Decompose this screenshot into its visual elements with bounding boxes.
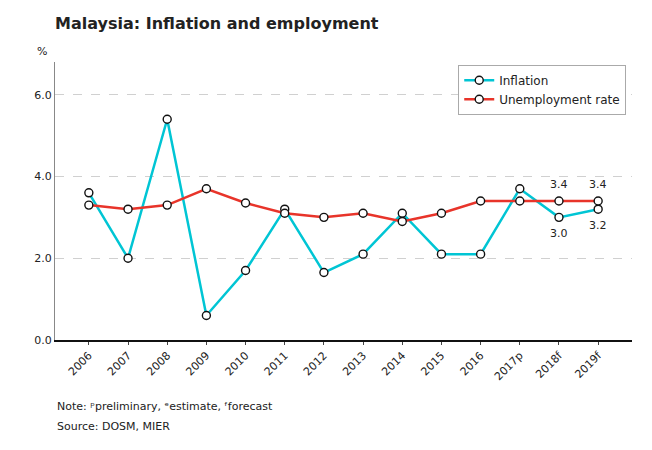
svg-text:2009: 2009 [183, 349, 212, 378]
svg-text:2010: 2010 [223, 349, 252, 378]
svg-text:4.0: 4.0 [34, 170, 52, 183]
svg-text:Inflation: Inflation [499, 74, 548, 88]
svg-text:2.0: 2.0 [34, 252, 52, 265]
svg-text:2015: 2015 [418, 349, 447, 378]
svg-text:2018f: 2018f [533, 348, 566, 381]
svg-text:2014: 2014 [379, 349, 408, 378]
svg-text:3.0: 3.0 [550, 227, 568, 240]
svg-text:0.0: 0.0 [34, 334, 52, 347]
svg-text:2019f: 2019f [572, 348, 605, 381]
svg-text:2006: 2006 [66, 349, 95, 378]
svg-text:Note: ᵖpreliminary, ᵉestimate,: Note: ᵖpreliminary, ᵉestimate, ᶠforecast [57, 400, 273, 413]
svg-text:2011: 2011 [262, 349, 291, 378]
svg-text:Malaysia: Inflation and employ: Malaysia: Inflation and employment [55, 14, 379, 33]
svg-text:2008: 2008 [144, 349, 173, 378]
svg-text:Source: DOSM, MIER: Source: DOSM, MIER [57, 420, 170, 433]
svg-text:3.4: 3.4 [550, 178, 568, 191]
svg-text:3.2: 3.2 [589, 219, 607, 232]
svg-text:%: % [37, 45, 47, 58]
svg-text:6.0: 6.0 [34, 89, 52, 102]
svg-text:Unemployment rate: Unemployment rate [499, 93, 619, 107]
svg-text:2012: 2012 [301, 349, 330, 378]
svg-text:2016: 2016 [458, 349, 487, 378]
svg-text:3.4: 3.4 [589, 178, 607, 191]
svg-text:2017p: 2017p [492, 349, 526, 383]
svg-text:2007: 2007 [105, 349, 134, 378]
svg-text:2013: 2013 [340, 349, 369, 378]
